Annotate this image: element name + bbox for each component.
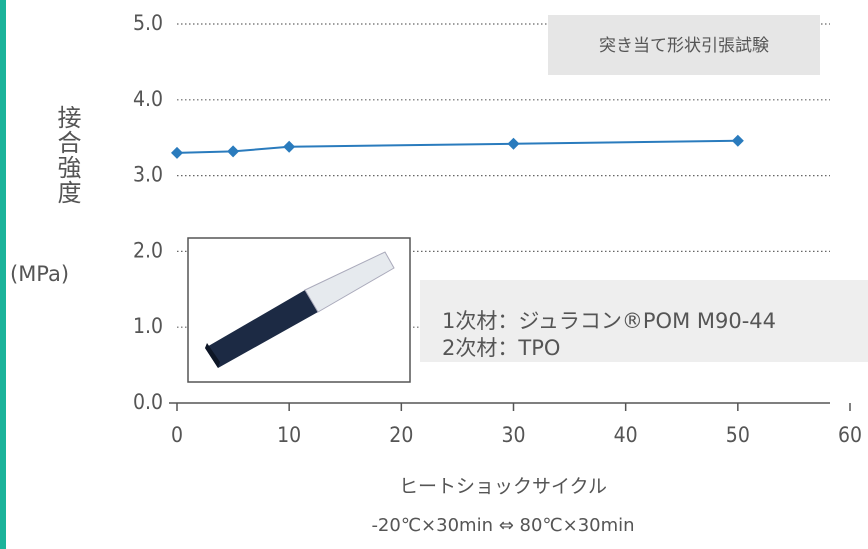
x-tick-label: 50 — [726, 423, 750, 447]
x-tick-label: 0 — [171, 423, 183, 447]
x-tick-label: 20 — [389, 423, 413, 447]
y-tick-label: 1.0 — [133, 314, 163, 338]
x-axis-title: ヒートショックサイクル — [399, 476, 607, 498]
annotation: 突き当て形状引張試験 — [599, 36, 769, 56]
y-tick-label: 3.0 — [133, 163, 163, 187]
y-tick-label: 2.0 — [133, 238, 163, 262]
inset-photo — [187, 237, 411, 383]
material-note: 1次材：ジュラコン®POM M90-44 — [442, 309, 776, 333]
data-point — [731, 134, 744, 147]
data-point — [283, 140, 296, 153]
data-point — [507, 137, 520, 150]
x-axis-subtitle: -20℃×30min ⇔ 80℃×30min — [371, 515, 634, 536]
x-tick-label: 10 — [277, 423, 301, 447]
y-tick-label: 4.0 — [133, 87, 163, 111]
annotation-box — [548, 15, 820, 75]
x-tick-label: 30 — [501, 423, 525, 447]
y-tick-label: 0.0 — [133, 390, 163, 414]
data-point — [227, 145, 240, 158]
note-box — [420, 280, 868, 362]
y-axis-unit: (MPa) — [10, 262, 70, 286]
y-tick-label: 5.0 — [133, 11, 163, 35]
plot — [171, 134, 744, 159]
side-strip — [0, 0, 6, 549]
material-note: 2次材：TPO — [442, 336, 560, 360]
x-tick-label: 40 — [614, 423, 638, 447]
data-point — [171, 146, 183, 159]
data-line — [176, 139, 738, 154]
grid: 0.0 1.0 2.0 3.0 4.0 5.0 0 10 20 30 40 50 60 — [133, 11, 862, 447]
x-tick-label: 60 — [838, 423, 862, 447]
y-axis-title: 接合強度 — [53, 105, 81, 205]
